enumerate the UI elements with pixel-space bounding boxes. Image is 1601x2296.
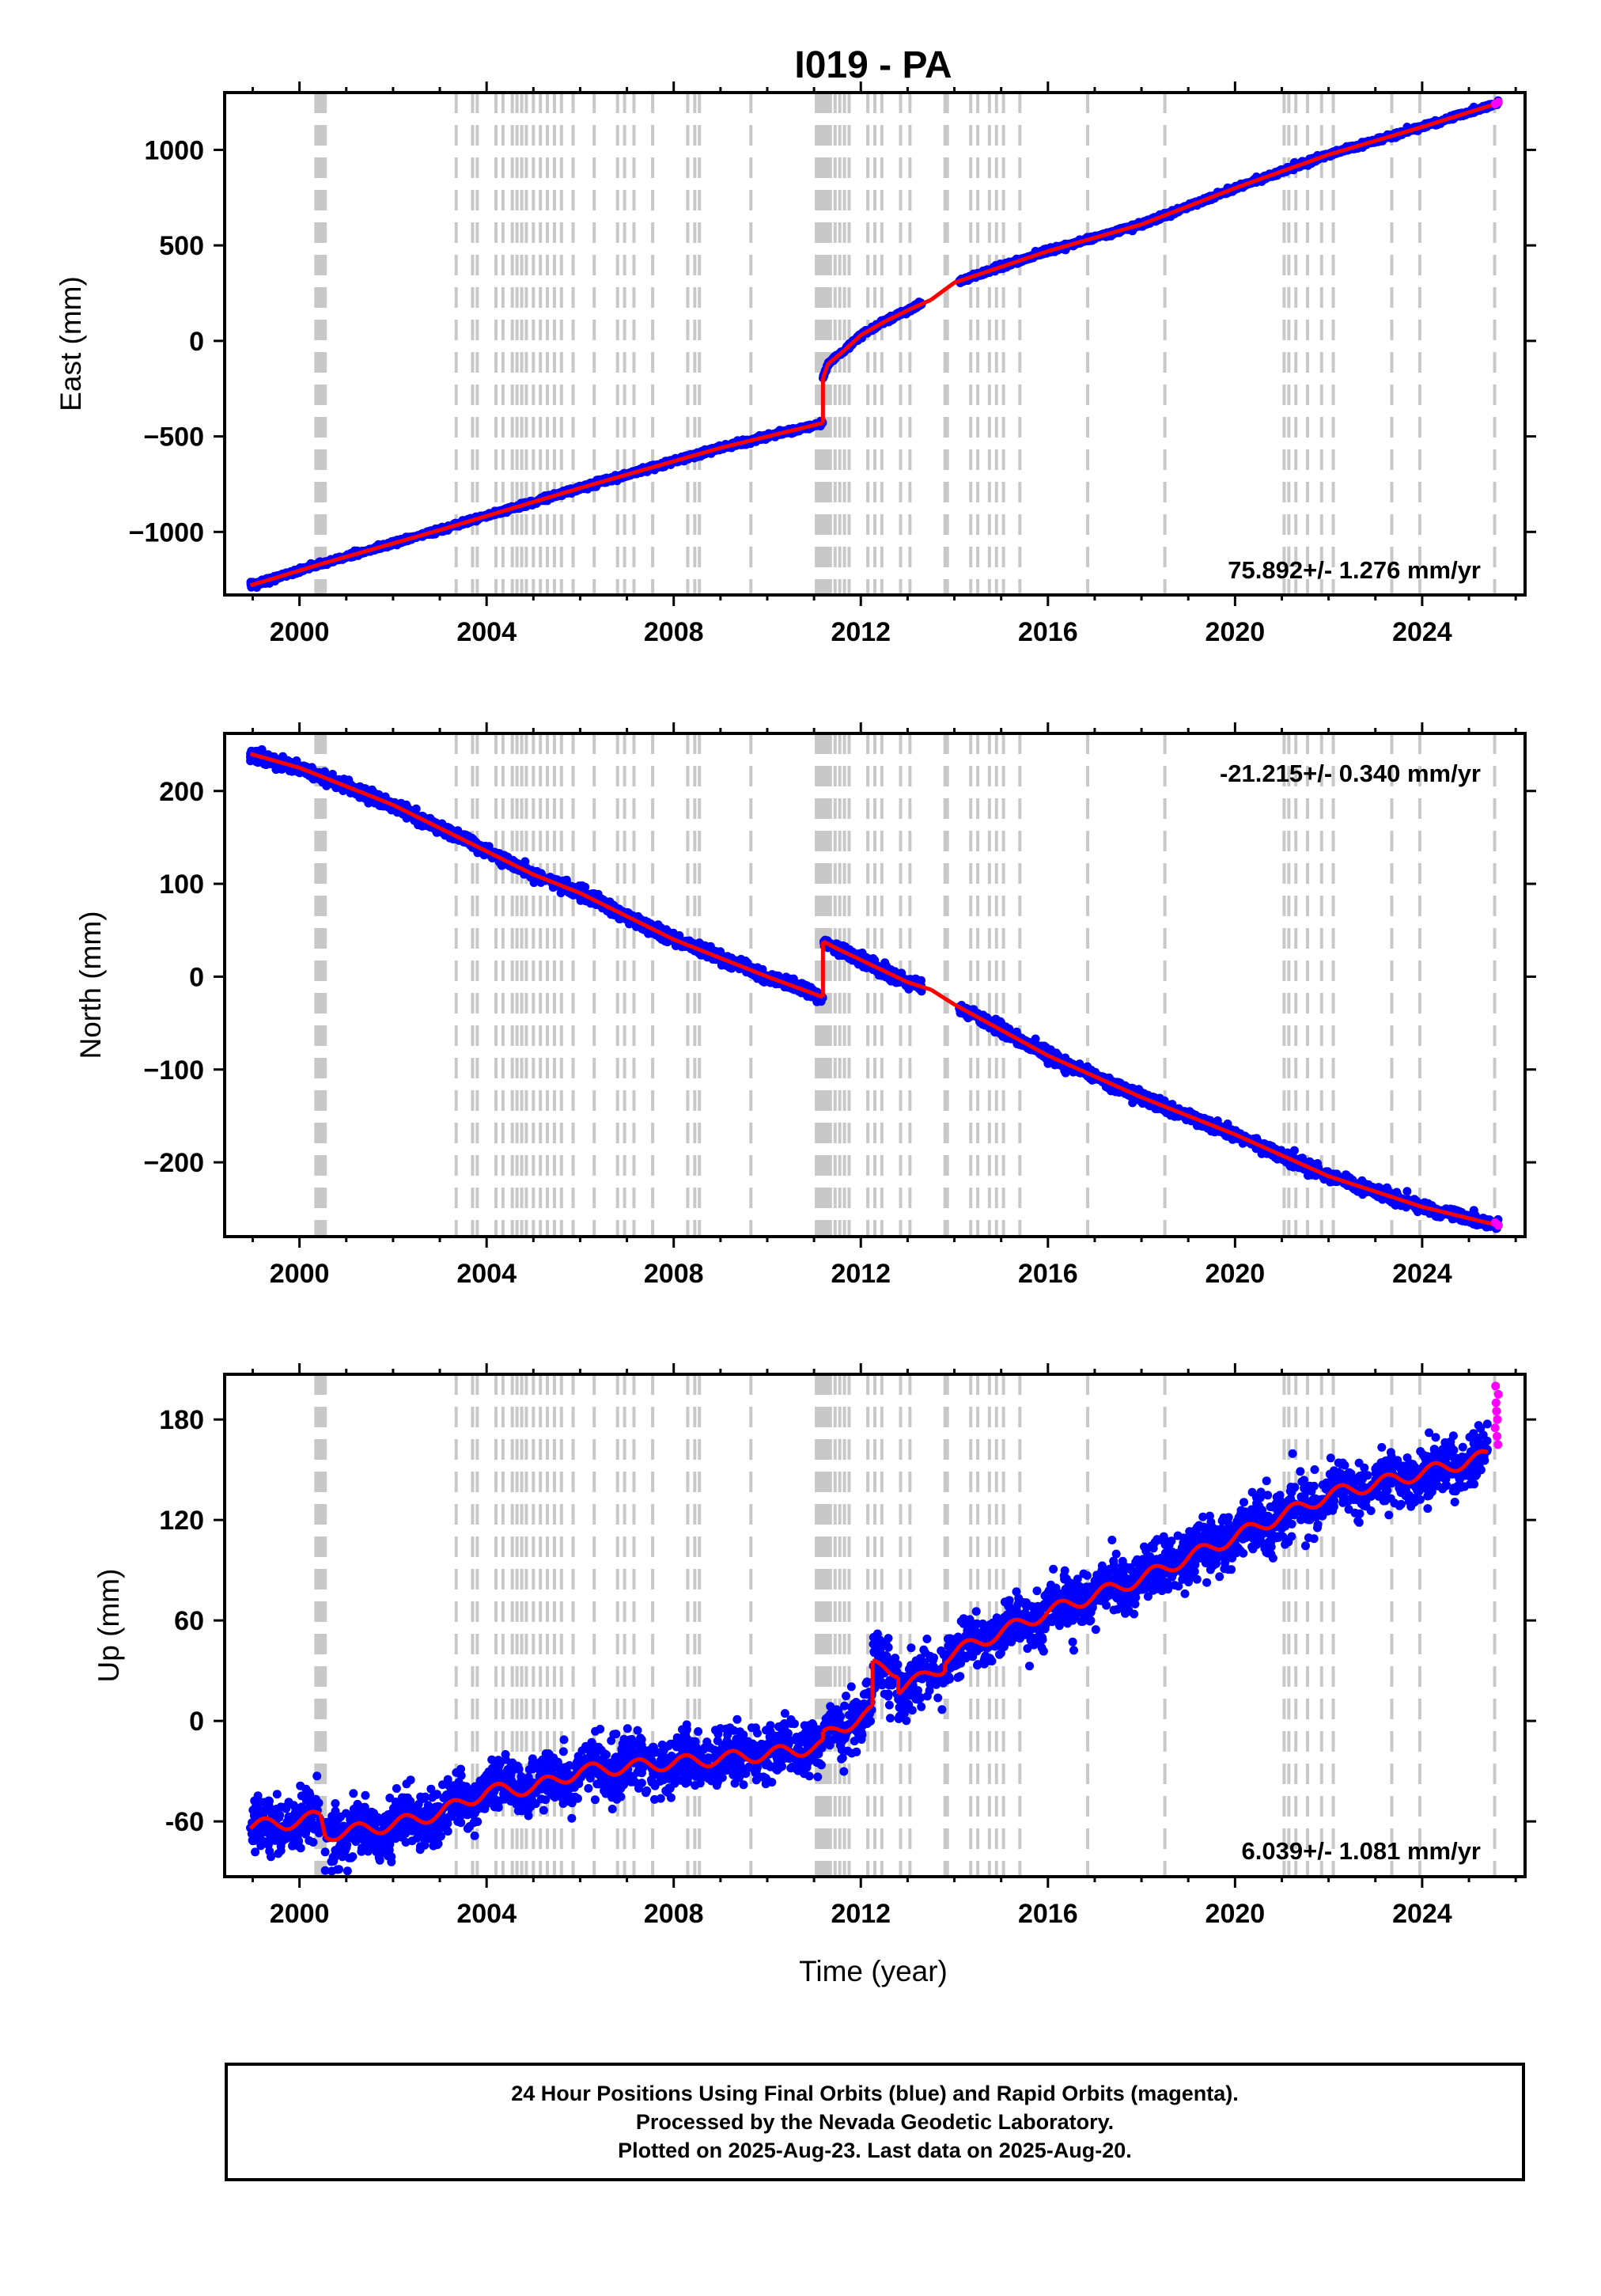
north-plot-area: [246, 733, 1503, 1237]
x-tick-label: 2004: [456, 617, 517, 647]
x-tick-label: 2000: [270, 617, 330, 647]
y-tick-label: −500: [143, 422, 204, 453]
east-rapid-orbit-points: [1490, 97, 1503, 108]
y-tick-label: −1000: [129, 517, 205, 547]
north-panel: 2000 2004 2008 2012 2016 2020 2024−200−1000100…: [74, 722, 1536, 1289]
east-y-axis-label: East (mm): [55, 276, 87, 411]
y-tick-label: 500: [159, 231, 204, 261]
x-tick-label: 2024: [1392, 617, 1452, 647]
model-segment: [929, 100, 1500, 301]
rapid-orbit-point: [1493, 97, 1503, 107]
east-panel: 2000 2004 2008 2012 2016 2020 2024 −1000 −500 0 50…: [55, 81, 1536, 647]
model-segment: [821, 297, 933, 379]
east-rate-label: 75.892+/- 1.276 mm/yr: [1228, 556, 1481, 584]
y-tick-label: 0: [189, 327, 204, 357]
model-segment: [249, 421, 824, 588]
east-model-line: [249, 100, 1500, 588]
y-tick-label: 1000: [144, 135, 204, 165]
east-plot-area: [246, 93, 1503, 595]
x-tick-label: 2008: [644, 617, 704, 647]
east-frame: [223, 91, 1527, 597]
chart-title: I019 - PA: [794, 44, 952, 86]
x-tick-label: 2016: [1018, 617, 1078, 647]
x-tick-label: 2020: [1205, 617, 1266, 647]
x-tick-label: 2012: [831, 617, 891, 647]
